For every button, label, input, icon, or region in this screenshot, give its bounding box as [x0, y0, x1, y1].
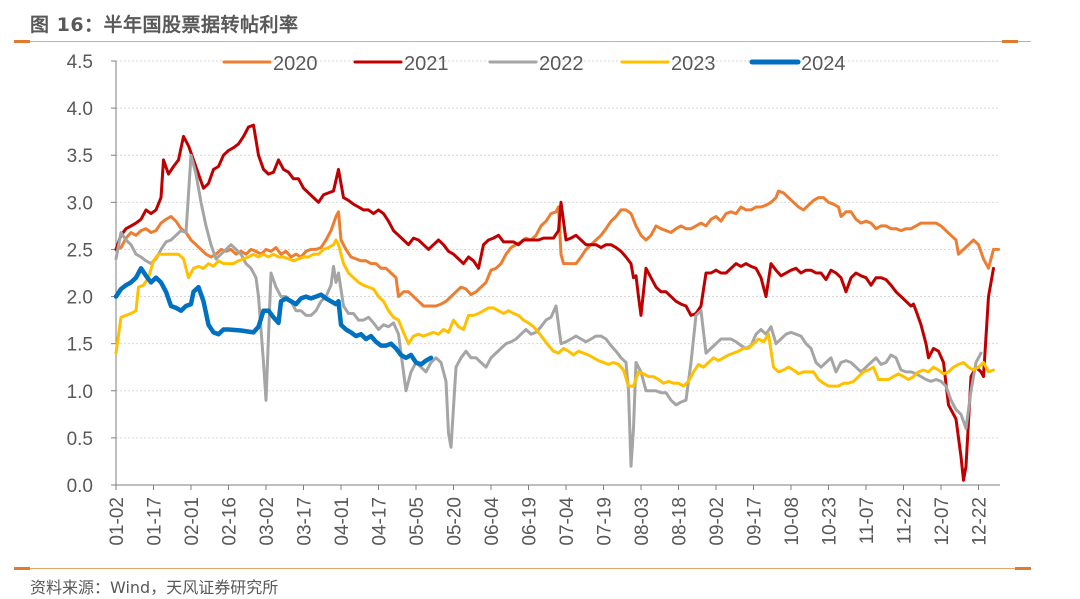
legend-item-2023: 2023 [620, 53, 716, 75]
y-tick-label: 1.0 [67, 382, 93, 403]
legend-item-2022: 2022 [488, 53, 584, 75]
y-tick-label: 0.0 [67, 476, 93, 497]
legend-label: 2024 [801, 53, 846, 75]
x-tick-label: 07-19 [595, 497, 616, 546]
legend-label: 2020 [273, 53, 318, 75]
source-note: 资料来源：Wind，天风证券研究所 [30, 578, 279, 597]
legend-label: 2022 [539, 53, 584, 75]
series-line-2022 [114, 153, 983, 468]
x-tick-label: 08-18 [670, 497, 691, 546]
x-tick-label: 08-03 [632, 497, 653, 546]
x-tick-label: 10-23 [820, 497, 841, 546]
y-tick-label: 3.5 [67, 146, 93, 167]
x-tick-label: 09-17 [745, 497, 766, 546]
top-divider [14, 41, 1031, 42]
x-tick-label: 05-05 [407, 497, 428, 546]
legend-label: 2023 [671, 53, 716, 75]
series-line-2021 [114, 123, 995, 482]
top-divider-accent-right [1002, 40, 1018, 43]
top-divider-accent-left [14, 40, 30, 43]
y-tick-label: 2.5 [67, 240, 93, 261]
x-tick-label: 02-01 [182, 497, 203, 546]
bottom-divider-accent-left [14, 567, 30, 570]
x-tick-label: 03-02 [257, 497, 278, 546]
series-line-2024 [113, 266, 434, 367]
series-line-2023 [114, 238, 995, 388]
x-tick-label: 02-16 [220, 497, 241, 546]
bottom-divider [14, 568, 1031, 569]
chart-title: 图 16：半年国股票据转帖利率 [30, 14, 299, 36]
y-tick-label: 3.0 [67, 193, 93, 214]
x-tick-label: 10-08 [782, 497, 803, 546]
legend-label: 2021 [404, 53, 449, 75]
legend-item-2024: 2024 [749, 53, 846, 75]
series-lines [113, 123, 1000, 482]
x-tick-label: 06-19 [520, 497, 541, 546]
x-axis-ticks: 01-02 01-17 02-01 02-16 03-02 03-17 04-01 04-17… [107, 485, 991, 546]
x-tick-label: 11-07 [857, 497, 878, 544]
series-line-2020 [114, 189, 1000, 308]
gridlines [116, 60, 1000, 439]
x-tick-label: 03-17 [295, 497, 316, 546]
x-tick-label: 12-07 [932, 497, 953, 546]
x-tick-label: 05-20 [445, 497, 466, 546]
bottom-divider-accent-right [1015, 567, 1031, 570]
y-tick-label: 4.0 [67, 99, 93, 120]
y-tick-label: 2.0 [67, 288, 93, 309]
x-tick-label: 12-22 [970, 497, 991, 546]
axes [115, 61, 1000, 486]
x-tick-label: 09-02 [707, 497, 728, 546]
x-tick-label: 11-22 [895, 497, 916, 544]
y-tick-label: 4.5 [67, 52, 93, 73]
legend-item-2021: 2021 [353, 53, 449, 75]
legend-item-2020: 2020 [222, 53, 318, 75]
x-tick-label: 04-01 [332, 497, 353, 546]
x-tick-label: 01-02 [107, 497, 128, 546]
y-tick-label: 1.5 [67, 335, 93, 356]
x-tick-label: 07-04 [557, 497, 578, 546]
x-tick-label: 01-17 [145, 497, 166, 546]
x-tick-label: 04-17 [370, 497, 391, 546]
legend: 2020 2021 2022 2023 2024 [222, 53, 846, 75]
y-axis-ticks: 0.0 0.5 1.0 1.5 2.0 2.5 3.0 3.5 4.0 4.5 [67, 52, 116, 497]
x-tick-label: 06-04 [482, 497, 503, 546]
y-tick-label: 0.5 [67, 429, 93, 450]
